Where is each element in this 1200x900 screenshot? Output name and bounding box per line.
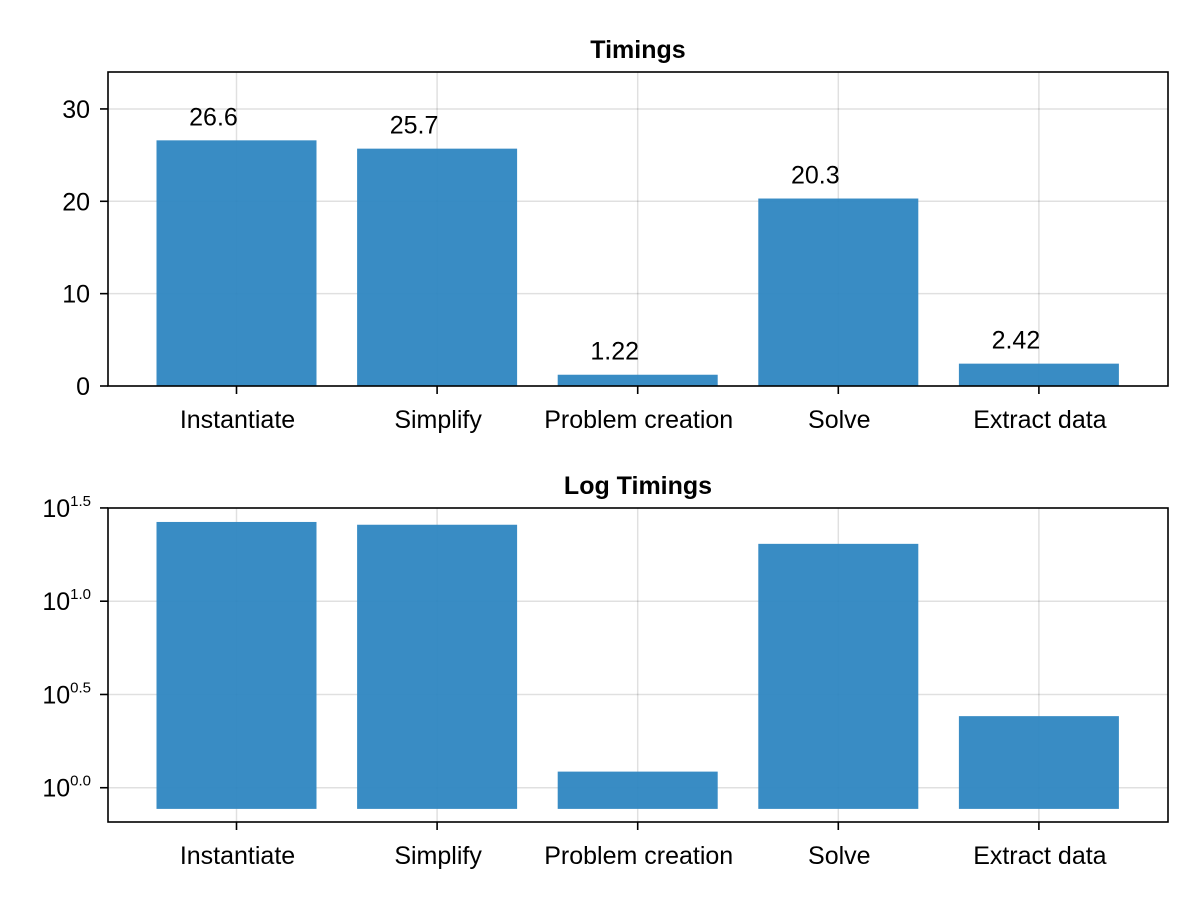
timings-bar-chart: 26.6 25.7 1.22 20.3 2.42 0 10 20 30 Instantiate Si… — [62, 71, 1169, 434]
x-tick-label-extract-data: Extract data — [973, 842, 1106, 870]
data-label-solve: 20.3 — [791, 162, 840, 190]
data-label-instantiate: 26.6 — [189, 103, 238, 131]
bar-instantiate — [156, 521, 317, 809]
x-tick-label-solve: Solve — [808, 842, 871, 870]
x-tick-label-simplify: Simplify — [394, 842, 482, 870]
bar-simplify — [357, 524, 518, 809]
bar-extract-data — [958, 363, 1119, 386]
x-tick-label-problem-creation: Problem creation — [544, 842, 733, 870]
y-tick-label: 10 — [62, 281, 90, 309]
bar-solve — [758, 198, 919, 386]
y-tick-label: 101.5 — [42, 493, 91, 523]
y-tick-label: 100.5 — [42, 679, 91, 709]
x-tick-label-instantiate: Instantiate — [180, 842, 295, 870]
log-timings-bar-chart: 100.0 100.5 101.0 101.5 Instantiate Simplify P… — [42, 493, 1169, 870]
bar-simplify — [357, 148, 518, 386]
bar-problem-creation — [557, 771, 718, 809]
log-timings-chart-title: Log Timings — [564, 472, 712, 500]
bar-solve — [758, 543, 919, 809]
x-tick-label-solve: Solve — [808, 406, 871, 434]
data-label-problem-creation: 1.22 — [590, 338, 639, 366]
timings-chart-title: Timings — [590, 36, 685, 64]
bar-instantiate — [156, 140, 317, 386]
y-tick-label: 0 — [76, 373, 90, 401]
bar-extract-data — [958, 716, 1119, 809]
x-tick-label-extract-data: Extract data — [973, 406, 1106, 434]
y-tick-label: 30 — [62, 96, 90, 124]
y-tick-label: 100.0 — [42, 773, 91, 803]
x-tick-label-problem-creation: Problem creation — [544, 406, 733, 434]
bar-problem-creation — [557, 374, 718, 386]
x-tick-label-instantiate: Instantiate — [180, 406, 295, 434]
data-label-extract-data: 2.42 — [992, 327, 1041, 355]
x-tick-label-simplify: Simplify — [394, 406, 482, 434]
data-label-simplify: 25.7 — [390, 112, 439, 140]
y-tick-label: 20 — [62, 188, 90, 216]
y-tick-label: 101.0 — [42, 586, 91, 616]
